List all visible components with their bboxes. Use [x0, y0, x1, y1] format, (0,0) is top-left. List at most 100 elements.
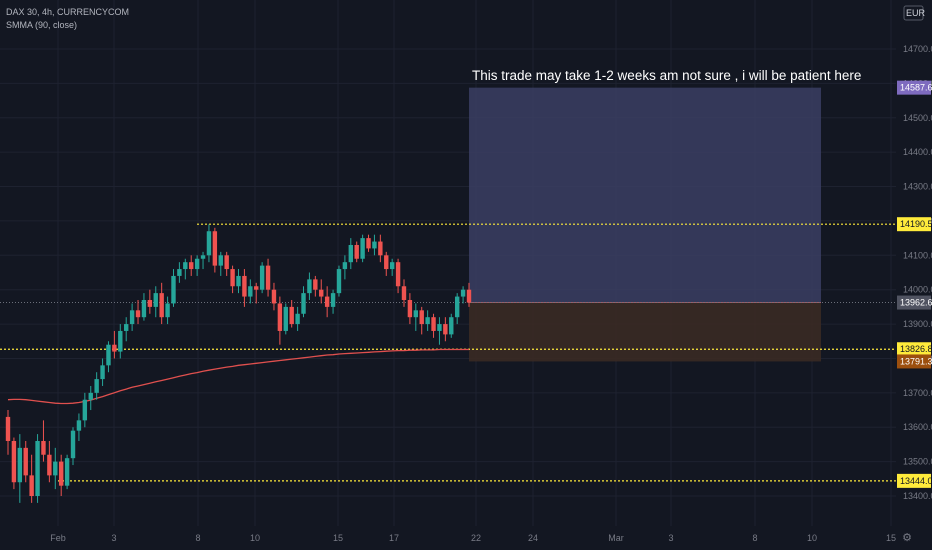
stop-price-label-bg — [897, 354, 931, 369]
candle-body — [336, 269, 342, 294]
level-mid-label-bg — [897, 342, 931, 357]
candle-body — [342, 262, 348, 270]
candle-body — [212, 231, 218, 266]
candle-body — [200, 255, 206, 259]
annotation-layer: This trade may take 1-2 weeks am not sur… — [472, 68, 861, 83]
x-tick-label: Mar — [608, 533, 624, 543]
candle-body — [330, 293, 336, 307]
candle-body — [348, 244, 353, 263]
candle-body — [177, 269, 182, 276]
candle-body — [35, 440, 40, 496]
candle-body — [159, 293, 164, 318]
y-tick-label: 14300.0 — [903, 182, 932, 192]
entry-price-label: 13962.6 — [900, 298, 932, 308]
candle-body — [183, 262, 188, 270]
candle-body — [271, 289, 277, 304]
x-tick-label: 10 — [807, 533, 817, 543]
indicator-label[interactable]: SMMA (90, close) — [6, 20, 78, 30]
candle-body — [372, 241, 377, 249]
candles — [5, 224, 472, 503]
candle-body — [189, 262, 194, 270]
candle-body — [147, 300, 153, 307]
candle-body — [360, 238, 365, 259]
candle-body — [384, 255, 389, 270]
candle-body — [248, 286, 253, 297]
candle-body — [466, 289, 472, 303]
candle-body — [236, 275, 241, 287]
x-tick-label: 8 — [752, 533, 757, 543]
candle-body — [47, 454, 52, 476]
y-tick-label: 13900.0 — [903, 319, 932, 329]
entry-price-label-bg — [897, 295, 931, 310]
candle-body — [283, 306, 288, 331]
candle-body — [41, 440, 46, 455]
candle-body — [313, 279, 318, 290]
candle-body — [100, 365, 105, 380]
candle-body — [425, 317, 430, 325]
candle-body — [94, 379, 99, 393]
currency-label: EUR — [906, 8, 926, 18]
x-tick-label: 8 — [195, 533, 200, 543]
candle-body — [366, 238, 371, 249]
target-zone — [469, 87, 821, 303]
candle-body — [460, 289, 466, 297]
candle-body — [82, 399, 88, 421]
candle-body — [129, 310, 135, 325]
candle-body — [301, 293, 306, 314]
candle-body — [153, 293, 158, 307]
gear-icon[interactable]: ⚙ — [902, 532, 912, 544]
y-tick-label: 14000.0 — [903, 285, 932, 295]
trade-annotation: This trade may take 1-2 weeks am not sur… — [472, 68, 861, 83]
candle-body — [389, 262, 395, 270]
target-price-label: 14587.6 — [900, 83, 932, 93]
y-tick-label: 13500.0 — [903, 457, 932, 467]
candle-body — [106, 344, 111, 366]
stop-price-label: 13791.3 — [900, 356, 932, 366]
candle-body — [449, 317, 454, 335]
candle-body — [289, 306, 294, 325]
price-labels: 14587.6 14190.5 13962.6 13826.8 13791.3 13444… — [897, 80, 932, 488]
currency-box — [903, 5, 924, 21]
x-tick-label: 3 — [668, 533, 673, 543]
candle-body — [23, 447, 28, 476]
x-tick-label: 22 — [471, 533, 481, 543]
candle-body — [135, 310, 141, 318]
candle-body — [354, 244, 359, 259]
y-tick-label: 13600.0 — [903, 422, 932, 432]
candle-body — [118, 330, 123, 352]
candle-body — [230, 269, 235, 287]
candle-body — [295, 313, 300, 325]
candle-body — [242, 275, 247, 297]
stop-zone — [469, 302, 821, 362]
candle-body — [11, 440, 17, 483]
candle-body — [171, 275, 176, 304]
candle-body — [88, 392, 93, 400]
y-tick-label: 14400.0 — [903, 147, 932, 157]
candle-body — [407, 300, 413, 318]
candle-body — [141, 300, 147, 318]
price-axis[interactable]: 13400.013500.013600.013700.013800.013900… — [903, 5, 932, 501]
x-tick-label: 15 — [886, 533, 896, 543]
y-tick-label: 13700.0 — [903, 388, 932, 398]
level-top-label-bg — [897, 217, 931, 232]
candle-body — [76, 420, 82, 431]
candle-body — [218, 255, 223, 266]
candle-body — [324, 296, 330, 307]
y-tick-label: 13400.0 — [903, 491, 932, 501]
candle-body — [395, 262, 401, 287]
y-tick-label: 14500.0 — [903, 113, 932, 123]
candle-body — [277, 303, 283, 331]
level-bottom-label: 13444.0 — [900, 476, 932, 486]
x-tick-label: 10 — [250, 533, 260, 543]
candle-body — [224, 255, 229, 270]
time-axis[interactable]: Feb 3 8 10 15 17 22 24 Mar 3 8 10 15 — [50, 533, 896, 543]
candle-body — [206, 231, 212, 256]
candle-body — [64, 458, 70, 486]
candle-body — [17, 447, 23, 483]
candle-body — [378, 241, 383, 256]
candle-body — [437, 324, 442, 331]
symbol-label[interactable]: DAX 30, 4h, CURRENCYCOM — [6, 7, 130, 17]
level-top-label: 14190.5 — [900, 219, 932, 229]
